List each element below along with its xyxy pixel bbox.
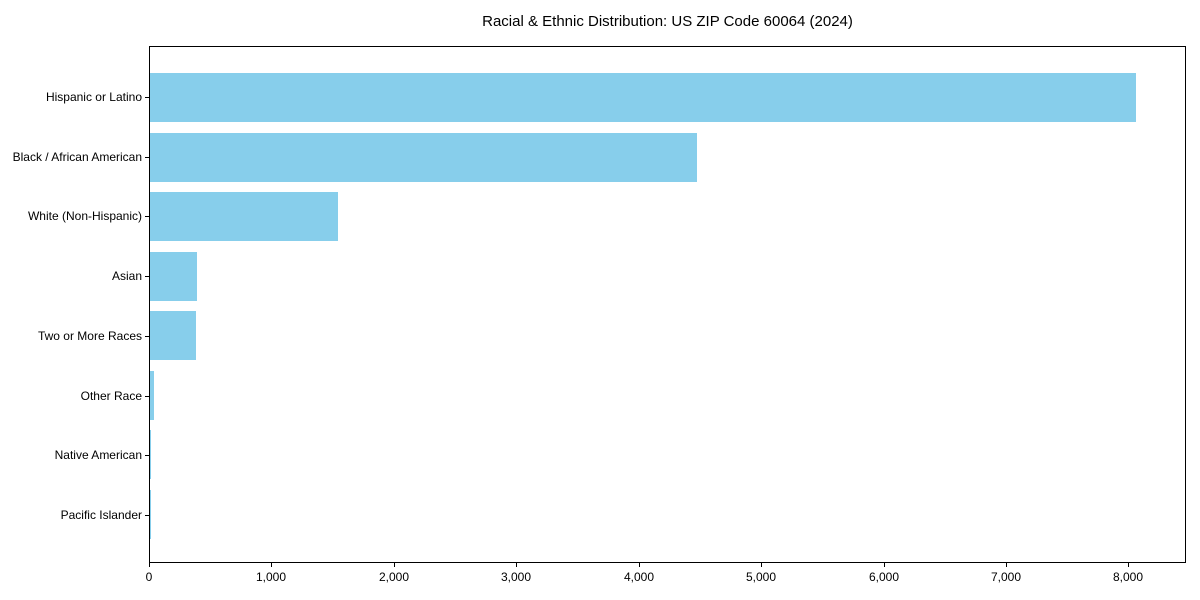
y-tick-mark <box>145 336 149 337</box>
bar-row <box>150 485 1185 545</box>
chart-title: Racial & Ethnic Distribution: US ZIP Cod… <box>482 13 853 30</box>
x-tick-mark <box>884 563 885 567</box>
y-tick-mark <box>145 216 149 217</box>
bar <box>150 73 1136 123</box>
x-tick-label: 4,000 <box>623 570 655 584</box>
x-tick-label: 0 <box>145 570 153 584</box>
bar-row <box>150 306 1185 366</box>
plot-area <box>149 46 1186 563</box>
y-axis-label: Other Race <box>80 389 142 403</box>
y-tick-mark <box>145 276 149 277</box>
x-tick-mark <box>394 563 395 567</box>
y-axis-label: Two or More Races <box>37 329 142 343</box>
y-tick-mark <box>145 455 149 456</box>
y-axis-label: Pacific Islander <box>60 508 142 522</box>
y-axis-label: White (Non-Hispanic) <box>27 209 142 223</box>
y-tick-mark <box>145 515 149 516</box>
bars-container <box>150 68 1185 544</box>
x-tick-label: 3,000 <box>500 570 532 584</box>
x-tick-label: 7,000 <box>990 570 1022 584</box>
bar <box>150 132 697 182</box>
x-tick-mark <box>516 563 517 567</box>
bar-row <box>150 128 1185 188</box>
x-tick-label: 2,000 <box>378 570 410 584</box>
y-tick-mark <box>145 97 149 98</box>
bar <box>150 370 155 420</box>
y-axis-label: Native American <box>54 448 142 462</box>
bar-row <box>150 187 1185 247</box>
x-tick-mark <box>1128 563 1129 567</box>
bar-row <box>150 247 1185 307</box>
y-axis-label: Hispanic or Latino <box>45 90 142 104</box>
x-tick-mark <box>271 563 272 567</box>
bar <box>150 192 339 242</box>
y-axis-label: Asian <box>111 269 142 283</box>
x-tick-mark <box>639 563 640 567</box>
x-tick-label: 1,000 <box>255 570 287 584</box>
bar-row <box>150 425 1185 485</box>
y-tick-mark <box>145 157 149 158</box>
x-tick-mark <box>1006 563 1007 567</box>
bar <box>150 311 197 361</box>
bar <box>150 251 198 301</box>
bar-row <box>150 68 1185 128</box>
x-tick-mark <box>761 563 762 567</box>
x-tick-label: 8,000 <box>1112 570 1144 584</box>
x-tick-mark <box>149 563 150 567</box>
y-axis-label: Black / African American <box>12 150 142 164</box>
bar-row <box>150 366 1185 426</box>
y-tick-mark <box>145 396 149 397</box>
x-tick-label: 6,000 <box>868 570 900 584</box>
x-tick-label: 5,000 <box>745 570 777 584</box>
bar <box>150 430 151 480</box>
